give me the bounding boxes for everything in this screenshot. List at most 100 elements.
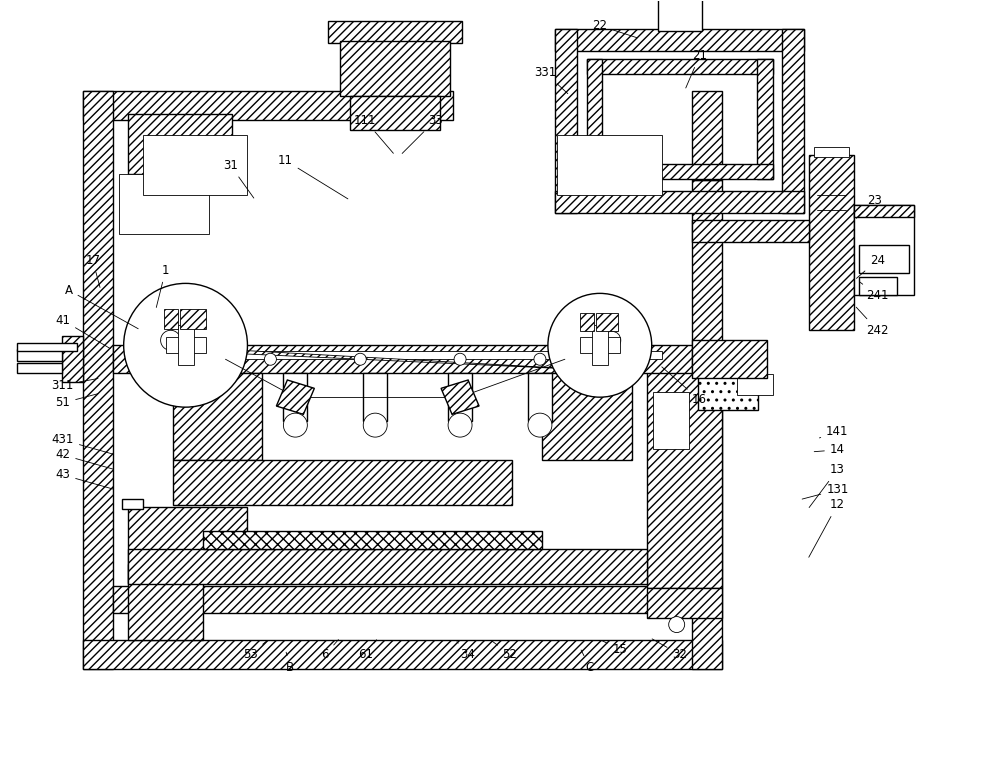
- Circle shape: [354, 353, 366, 365]
- Bar: [859, 278, 897, 295]
- Circle shape: [534, 353, 546, 365]
- Circle shape: [603, 332, 621, 349]
- Bar: [17, 363, 62, 373]
- Bar: [592, 325, 608, 365]
- Polygon shape: [176, 350, 610, 369]
- Bar: [587, 59, 602, 180]
- Text: 111: 111: [354, 114, 393, 153]
- Bar: [448, 373, 472, 421]
- Text: 431: 431: [52, 433, 113, 454]
- Bar: [178, 325, 194, 365]
- Bar: [557, 136, 662, 195]
- Circle shape: [548, 294, 652, 397]
- Text: 15: 15: [602, 641, 627, 656]
- Text: 53: 53: [243, 641, 266, 661]
- Bar: [647, 588, 722, 618]
- Text: C: C: [581, 650, 594, 674]
- Text: 242: 242: [856, 307, 889, 337]
- Bar: [580, 313, 594, 332]
- Bar: [113, 586, 692, 613]
- Bar: [692, 90, 722, 180]
- Bar: [698, 374, 758, 410]
- Bar: [647, 369, 722, 588]
- Text: 16: 16: [662, 367, 707, 406]
- Bar: [113, 345, 692, 373]
- Bar: [555, 191, 804, 214]
- Bar: [164, 309, 178, 329]
- Bar: [203, 530, 542, 548]
- Bar: [542, 373, 632, 460]
- Bar: [62, 336, 83, 382]
- Text: 43: 43: [55, 468, 113, 489]
- Text: 33: 33: [402, 114, 442, 153]
- Bar: [782, 29, 804, 214]
- Text: 24: 24: [856, 254, 885, 278]
- Bar: [653, 392, 689, 449]
- Bar: [757, 59, 773, 180]
- Circle shape: [161, 330, 181, 350]
- Text: 141: 141: [819, 426, 849, 439]
- Bar: [83, 90, 453, 120]
- Bar: [692, 180, 722, 669]
- Bar: [173, 460, 512, 505]
- Bar: [350, 96, 440, 130]
- Text: 42: 42: [55, 449, 113, 469]
- Text: 17: 17: [85, 254, 100, 288]
- Text: 34: 34: [457, 641, 475, 661]
- Bar: [596, 313, 618, 332]
- Text: 1: 1: [156, 264, 169, 308]
- Text: 51: 51: [55, 394, 98, 409]
- Bar: [658, 0, 702, 31]
- Bar: [859, 245, 909, 273]
- Circle shape: [264, 353, 276, 365]
- Bar: [692, 340, 767, 379]
- Text: B: B: [286, 652, 294, 674]
- Text: 11: 11: [278, 154, 348, 199]
- Text: 31: 31: [223, 159, 254, 198]
- Bar: [328, 21, 462, 42]
- Text: 13: 13: [809, 463, 845, 507]
- Bar: [692, 221, 809, 242]
- Bar: [83, 639, 722, 669]
- Text: 22: 22: [592, 19, 637, 38]
- Circle shape: [283, 413, 307, 437]
- Bar: [555, 29, 804, 51]
- Bar: [143, 352, 662, 359]
- Circle shape: [124, 284, 247, 407]
- Bar: [203, 530, 542, 548]
- Text: 21: 21: [686, 49, 707, 88]
- Bar: [854, 205, 914, 295]
- Bar: [814, 147, 849, 157]
- Bar: [580, 337, 620, 353]
- Polygon shape: [441, 380, 479, 414]
- Bar: [166, 337, 206, 353]
- Text: 241: 241: [860, 282, 889, 301]
- Bar: [528, 373, 552, 421]
- Text: 6: 6: [322, 640, 338, 661]
- Circle shape: [363, 413, 387, 437]
- Bar: [173, 373, 262, 460]
- Text: 23: 23: [856, 194, 882, 218]
- Bar: [128, 114, 232, 174]
- Bar: [737, 374, 773, 396]
- Bar: [128, 564, 203, 639]
- Text: 61: 61: [358, 640, 377, 661]
- Bar: [122, 500, 143, 510]
- Polygon shape: [276, 380, 314, 414]
- Bar: [340, 41, 450, 96]
- Text: A: A: [65, 284, 138, 328]
- Circle shape: [454, 353, 466, 365]
- Bar: [180, 309, 206, 329]
- Bar: [854, 205, 914, 217]
- Text: 52: 52: [492, 641, 517, 661]
- Bar: [83, 90, 113, 669]
- Circle shape: [528, 413, 552, 437]
- Circle shape: [669, 617, 685, 632]
- Bar: [587, 164, 773, 180]
- Bar: [363, 373, 387, 421]
- Bar: [555, 29, 577, 214]
- Text: 331: 331: [534, 66, 568, 93]
- Bar: [17, 343, 77, 352]
- Bar: [128, 548, 647, 584]
- Text: 12: 12: [809, 498, 845, 557]
